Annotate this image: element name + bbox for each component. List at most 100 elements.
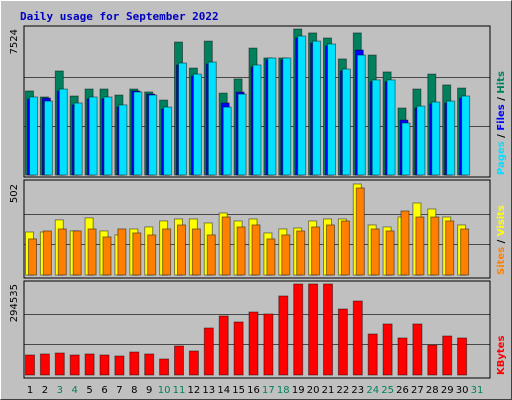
bar	[401, 122, 411, 176]
bar	[43, 100, 53, 176]
chart-title: Daily usage for September 2022	[20, 10, 219, 23]
bar	[148, 94, 158, 176]
bar	[163, 106, 173, 176]
legend: Sites / Visits	[496, 205, 507, 275]
bar	[327, 43, 336, 176]
bar	[178, 62, 187, 176]
bar	[191, 228, 201, 276]
x-tick-label: 27	[411, 385, 424, 396]
bar	[236, 226, 246, 276]
bar	[326, 224, 335, 276]
bar	[267, 57, 277, 176]
bar	[57, 228, 67, 276]
x-tick-label: 23	[351, 385, 364, 396]
bar	[430, 216, 440, 276]
x-tick-label: 17	[262, 385, 275, 396]
x-tick-label: 9	[146, 385, 152, 396]
bar	[297, 35, 307, 176]
bar	[293, 283, 304, 376]
bar	[28, 238, 37, 276]
bar	[84, 353, 95, 376]
bar	[445, 220, 455, 276]
bar	[415, 216, 425, 276]
bar	[39, 353, 50, 376]
bar	[88, 96, 98, 176]
bar	[446, 100, 456, 176]
x-tick-label: 28	[426, 385, 439, 396]
bar	[129, 351, 140, 376]
bar	[218, 315, 229, 376]
bar	[72, 230, 82, 276]
x-tick-label: 6	[101, 385, 107, 396]
x-tick-label: 5	[86, 385, 92, 396]
bar	[337, 308, 348, 376]
bar	[341, 68, 351, 176]
x-tick-label: 21	[322, 385, 335, 396]
bar	[400, 210, 410, 276]
bar	[133, 91, 143, 176]
x-tick-label: 18	[277, 385, 290, 396]
bar	[188, 350, 199, 376]
bar	[207, 61, 217, 176]
bar	[323, 283, 333, 376]
bar	[233, 321, 244, 376]
bar	[385, 230, 395, 276]
bar	[103, 96, 113, 176]
x-tick-label: 20	[307, 385, 320, 396]
bar	[118, 104, 128, 176]
bar	[356, 54, 366, 176]
bar	[29, 96, 38, 176]
bar	[367, 333, 378, 376]
bar	[192, 73, 202, 176]
legend: Pages / Files / Hits	[496, 71, 507, 175]
bar	[311, 226, 321, 276]
x-tick-label: 19	[292, 385, 305, 396]
legend-entry: Hits	[496, 71, 507, 94]
bar	[58, 88, 68, 176]
legend-entry: Pages	[496, 141, 507, 175]
bar	[42, 230, 52, 276]
legend: KBytes	[496, 336, 507, 375]
bar	[144, 353, 155, 376]
legend-entry: Visits	[496, 205, 507, 236]
y-tick-label: 294535	[9, 284, 20, 322]
bar	[371, 79, 381, 176]
bar	[99, 354, 110, 376]
y-tick-label: 502	[9, 184, 20, 203]
x-tick-label: 10	[158, 385, 171, 396]
x-tick-label: 24	[366, 385, 379, 396]
bar	[251, 224, 261, 276]
bar	[355, 187, 365, 276]
bar	[87, 228, 97, 276]
bar	[412, 323, 423, 376]
bar	[102, 236, 112, 276]
legend-entry: KBytes	[496, 336, 507, 375]
x-tick-label: 11	[173, 385, 186, 396]
legend-separator: /	[496, 131, 507, 142]
x-tick-label: 25	[381, 385, 394, 396]
bar	[278, 295, 289, 376]
bar	[416, 105, 426, 176]
bar	[263, 313, 274, 376]
bar	[252, 64, 262, 176]
bar	[147, 234, 157, 276]
bar	[69, 354, 80, 376]
x-tick-label: 14	[217, 385, 230, 396]
bar	[54, 352, 65, 376]
bar	[237, 93, 247, 176]
bar	[461, 95, 471, 176]
bar	[25, 354, 35, 376]
x-tick-label: 16	[247, 385, 260, 396]
bar	[114, 355, 125, 376]
bar	[222, 106, 232, 176]
x-tick-label: 4	[72, 385, 78, 396]
x-tick-label: 13	[202, 385, 215, 396]
x-tick-label: 2	[42, 385, 48, 396]
x-tick-label: 7	[116, 385, 122, 396]
bar	[382, 323, 393, 376]
bar	[281, 234, 291, 276]
bar	[352, 300, 363, 376]
bar	[117, 228, 127, 276]
